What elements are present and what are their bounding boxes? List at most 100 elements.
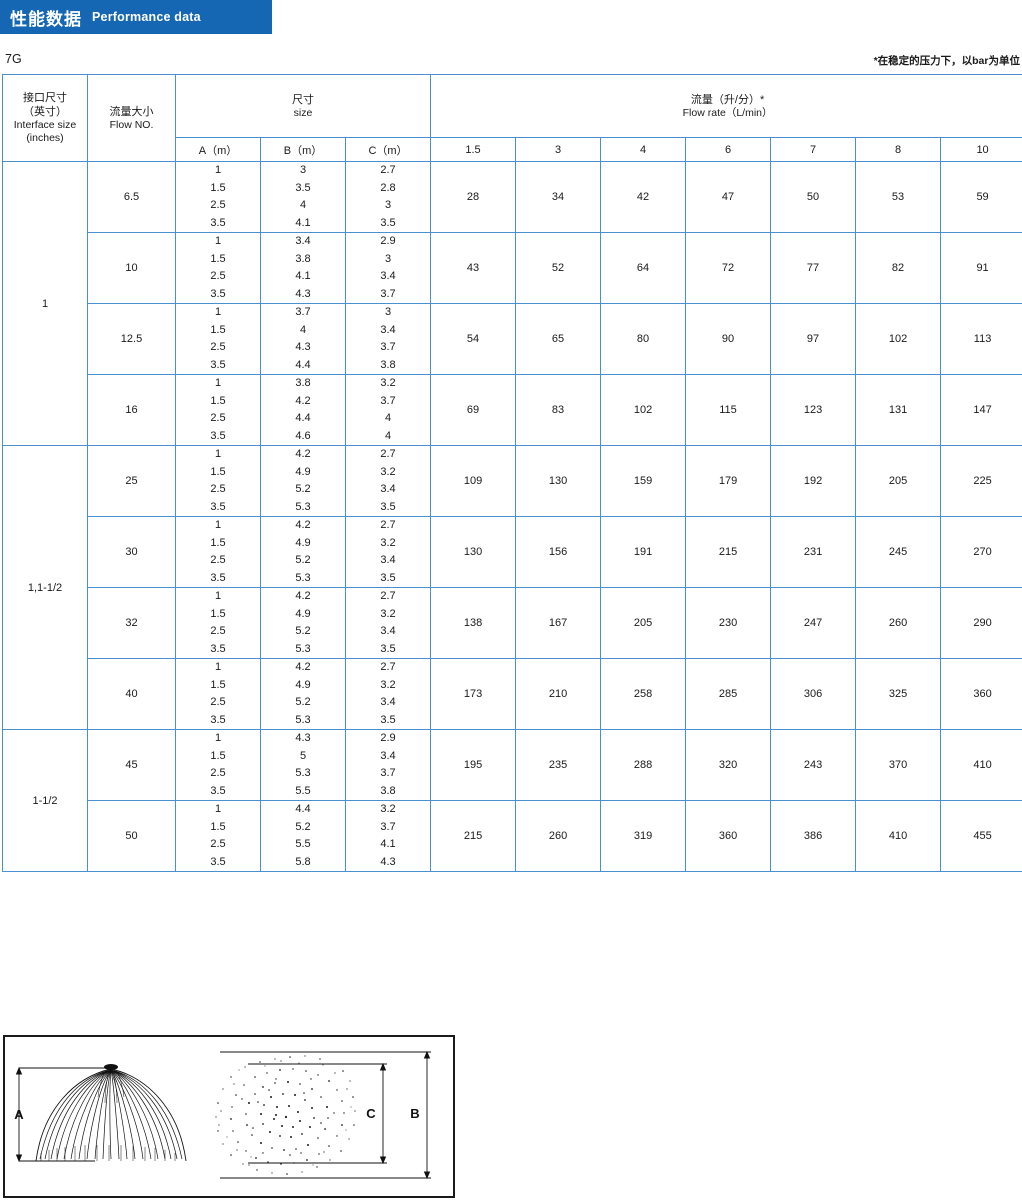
dimension-value: 1.5 bbox=[210, 820, 226, 833]
dimension-value: 3 bbox=[299, 164, 307, 176]
dimension-value: 2.5 bbox=[210, 696, 226, 708]
cell-flow-no: 6.5 bbox=[87, 161, 176, 233]
dimension-value: 1.5 bbox=[210, 394, 226, 407]
dimension-value: 4.1 bbox=[295, 270, 311, 282]
header-interface-size: 接口尺寸 （英寸） Interface size (inches) bbox=[2, 74, 88, 162]
cell-dimension-b: 4.3 5 5.3 5.5 bbox=[260, 729, 346, 801]
dimension-value: 2.5 bbox=[210, 483, 226, 495]
dimension-value: 3.7 bbox=[380, 341, 396, 353]
cell-flow-rate-3: 320 bbox=[685, 729, 772, 801]
cell-flow-rate-1: 210 bbox=[515, 658, 602, 730]
cell-flow-rate-0: 138 bbox=[430, 587, 517, 659]
cell-flow-rate-3: 115 bbox=[685, 374, 772, 446]
cell-dimension-c: 3 3.4 3.7 3.8 bbox=[344, 303, 432, 375]
dimension-value: 3.7 bbox=[380, 394, 396, 407]
dimension-value: 4.3 bbox=[295, 732, 311, 744]
cell-dimension-c: 3.2 3.7 4 4 bbox=[344, 374, 432, 446]
side-view-spray bbox=[35, 1064, 187, 1162]
dimension-value: 4.9 bbox=[295, 607, 311, 620]
cell-dimension-b: 3.8 4.2 4.4 4.6 bbox=[260, 374, 346, 446]
cell-flow-rate-0: 195 bbox=[430, 729, 517, 801]
cell-flow-rate-0: 109 bbox=[430, 445, 517, 517]
dimension-value: 5.2 bbox=[295, 696, 311, 708]
dimension-value: 3.5 bbox=[210, 855, 226, 868]
cell-dimension-b: 4.4 5.2 5.5 5.8 bbox=[260, 800, 346, 872]
cell-flow-rate-1: 130 bbox=[515, 445, 602, 517]
dimension-value: 3.5 bbox=[380, 713, 396, 726]
performance-table-wrapper: 接口尺寸 （英寸） Interface size (inches) 流量大小 F… bbox=[2, 74, 1022, 872]
header-size-cn: 尺寸 bbox=[292, 93, 315, 106]
dimension-value: 3.5 bbox=[295, 181, 311, 194]
dimension-c bbox=[248, 1062, 387, 1165]
cell-dimension-c: 3.2 3.7 4.1 4.3 bbox=[344, 800, 432, 872]
cell-flow-rate-3: 179 bbox=[685, 445, 772, 517]
dimension-value: 4.1 bbox=[380, 838, 396, 850]
cell-dimension-c: 2.7 3.2 3.4 3.5 bbox=[344, 658, 432, 730]
header-rate-en: Flow rate（L/min） bbox=[682, 106, 773, 119]
cell-flow-rate-0: 215 bbox=[430, 800, 517, 872]
dimension-value: 4.2 bbox=[295, 519, 311, 531]
table-row: 1 6.5 1 1.5 2.5 3.5 3 3.5 4 4.1 2.7 2.8 3 3.5 28 34 42 47… bbox=[2, 161, 1022, 446]
cell-flow-no: 30 bbox=[87, 516, 176, 588]
cell-dimension-a: 1 1.5 2.5 3.5 bbox=[175, 445, 261, 517]
dimension-value: 4.4 bbox=[295, 358, 311, 371]
dimension-value: 1 bbox=[214, 235, 222, 247]
dimension-value: 1.5 bbox=[210, 678, 226, 691]
header-interface-cn: 接口尺寸 bbox=[23, 92, 67, 104]
cell-flow-rate-6: 410 bbox=[940, 729, 1022, 801]
cell-flow-no: 50 bbox=[87, 800, 176, 872]
table-head: 接口尺寸 （英寸） Interface size (inches) 流量大小 F… bbox=[2, 74, 1022, 162]
cell-flow-rate-6: 225 bbox=[940, 445, 1022, 517]
cell-flow-rate-0: 43 bbox=[430, 232, 517, 304]
spray-pattern-diagram: A bbox=[3, 1035, 455, 1198]
cell-dimension-c: 2.9 3.4 3.7 3.8 bbox=[344, 729, 432, 801]
cell-flow-rate-6: 91 bbox=[940, 232, 1022, 304]
header-pressure-4: 7 bbox=[770, 137, 857, 162]
cell-dimension-c: 2.7 3.2 3.4 3.5 bbox=[344, 587, 432, 659]
dimension-value: 4.2 bbox=[295, 590, 311, 602]
table-row: 10 1 1.5 2.5 3.5 3.4 3.8 4.1 4.3 2.9 3 3.4 3.7 43 52 64… bbox=[3, 232, 1022, 304]
cell-dimension-c: 2.7 2.8 3 3.5 bbox=[344, 161, 432, 233]
cell-flow-rate-2: 64 bbox=[600, 232, 687, 304]
dimension-value: 3.5 bbox=[380, 216, 396, 229]
cell-dimension-b: 4.2 4.9 5.2 5.3 bbox=[260, 587, 346, 659]
cell-dimension-c: 2.9 3 3.4 3.7 bbox=[344, 232, 432, 304]
dimension-value: 1.5 bbox=[210, 323, 226, 336]
cell-flow-rate-1: 260 bbox=[515, 800, 602, 872]
dimension-value: 3.4 bbox=[380, 696, 396, 708]
dimension-value: 3.5 bbox=[380, 500, 396, 513]
cell-flow-rate-2: 288 bbox=[600, 729, 687, 801]
dimension-value: 1 bbox=[214, 661, 222, 673]
cell-flow-rate-6: 455 bbox=[940, 800, 1022, 872]
dimension-value: 1 bbox=[214, 377, 222, 389]
cell-flow-rate-0: 173 bbox=[430, 658, 517, 730]
dimension-value: 2.9 bbox=[380, 732, 396, 744]
cell-flow-rate-1: 235 bbox=[515, 729, 602, 801]
cell-flow-rate-4: 386 bbox=[770, 800, 857, 872]
header-flowno-cn: 流量大小 bbox=[109, 105, 154, 118]
cell-dimension-a: 1 1.5 2.5 3.5 bbox=[175, 729, 261, 801]
cell-flow-rate-1: 52 bbox=[515, 232, 602, 304]
cell-flow-rate-2: 258 bbox=[600, 658, 687, 730]
dimension-value: 4.9 bbox=[295, 536, 311, 549]
cell-flow-rate-2: 159 bbox=[600, 445, 687, 517]
dimension-value: 3.7 bbox=[380, 287, 396, 300]
header-pressure-6: 10 bbox=[940, 137, 1022, 162]
cell-dimension-b: 4.2 4.9 5.2 5.3 bbox=[260, 516, 346, 588]
cell-dimension-a: 1 1.5 2.5 3.5 bbox=[175, 800, 261, 872]
cell-flow-no: 25 bbox=[87, 445, 176, 517]
dimension-value: 3.8 bbox=[295, 252, 311, 265]
dimension-value: 3.2 bbox=[380, 803, 396, 815]
cell-flow-no: 32 bbox=[87, 587, 176, 659]
dimension-value: 3.4 bbox=[380, 749, 396, 762]
dimension-value: 1.5 bbox=[210, 181, 226, 194]
header-rate-cn: 流量（升/分）* bbox=[690, 93, 765, 106]
dimension-value: 4 bbox=[384, 412, 392, 424]
dimension-value: 3 bbox=[384, 306, 392, 318]
dimension-value: 2.5 bbox=[210, 412, 226, 424]
dimension-value: 4.6 bbox=[295, 429, 311, 442]
cell-flow-rate-6: 59 bbox=[940, 161, 1022, 233]
header-pressure-5: 8 bbox=[855, 137, 942, 162]
label-c: C bbox=[366, 1106, 376, 1121]
cell-interface-size: 1 bbox=[2, 161, 88, 446]
